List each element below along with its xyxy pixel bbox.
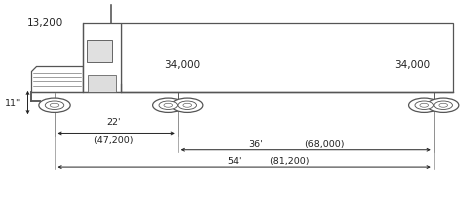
- FancyBboxPatch shape: [121, 23, 453, 92]
- Text: 34,000: 34,000: [164, 60, 201, 70]
- Text: 22': 22': [107, 118, 121, 127]
- Circle shape: [178, 101, 196, 109]
- Text: (81,200): (81,200): [269, 157, 310, 166]
- Text: 54': 54': [228, 157, 242, 166]
- Text: 13,200: 13,200: [27, 18, 63, 28]
- Circle shape: [415, 101, 433, 109]
- Circle shape: [439, 103, 447, 107]
- Circle shape: [159, 101, 177, 109]
- Circle shape: [39, 98, 70, 112]
- FancyBboxPatch shape: [87, 40, 112, 62]
- Circle shape: [50, 103, 59, 107]
- Circle shape: [428, 98, 459, 112]
- Circle shape: [420, 103, 428, 107]
- Polygon shape: [31, 66, 83, 92]
- Text: (47,200): (47,200): [93, 136, 134, 145]
- Circle shape: [183, 103, 191, 107]
- Circle shape: [46, 101, 64, 109]
- Text: 11": 11": [5, 99, 21, 108]
- FancyBboxPatch shape: [88, 75, 116, 92]
- Circle shape: [153, 98, 184, 112]
- Text: 36': 36': [249, 140, 263, 149]
- Circle shape: [164, 103, 173, 107]
- Circle shape: [434, 101, 452, 109]
- Circle shape: [409, 98, 440, 112]
- Text: 34,000: 34,000: [394, 60, 430, 70]
- Text: (68,000): (68,000): [304, 140, 345, 149]
- Circle shape: [172, 98, 203, 112]
- Polygon shape: [83, 23, 121, 92]
